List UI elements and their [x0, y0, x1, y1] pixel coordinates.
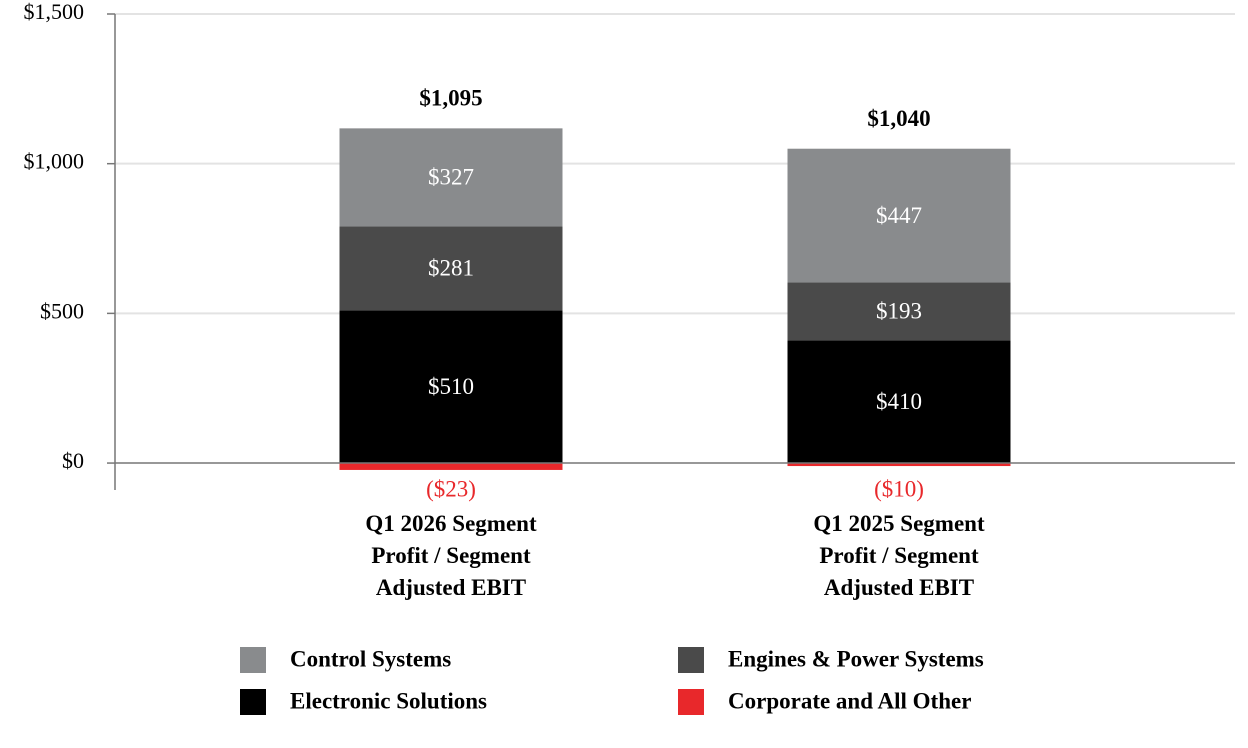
- value-label: ($10): [874, 476, 924, 501]
- y-tick-label: $500: [40, 298, 84, 323]
- bar-segment: [339, 463, 563, 470]
- value-label: $447: [876, 203, 922, 228]
- total-label: $1,040: [867, 106, 930, 131]
- value-label: $281: [428, 256, 474, 281]
- x-tick-label: Q1 2025 Segment Profit / Segment Adjuste…: [813, 511, 985, 600]
- bar-segment: [787, 282, 1011, 341]
- y-tick-label: $1,500: [24, 0, 85, 24]
- legend-swatch: [240, 647, 266, 673]
- value-label: $510: [428, 374, 474, 399]
- legend-label: Corporate and All Other: [728, 688, 971, 713]
- legend-swatch: [678, 647, 704, 673]
- value-label: $410: [876, 389, 922, 414]
- bar-segment: [339, 226, 563, 311]
- bar-segment: [787, 148, 1011, 283]
- bar-segment: [787, 340, 1011, 464]
- y-tick-label: $1,000: [24, 149, 85, 174]
- bar-segment: [787, 463, 1011, 467]
- value-label: $327: [428, 165, 474, 190]
- x-tick-label: Q1 2026 Segment Profit / Segment Adjuste…: [365, 511, 537, 600]
- value-label: ($23): [426, 476, 476, 501]
- legend-label: Engines & Power Systems: [728, 646, 984, 671]
- legend-swatch: [240, 689, 266, 715]
- y-tick-label: $0: [62, 448, 84, 473]
- legend-swatch: [678, 689, 704, 715]
- total-label: $1,095: [419, 86, 482, 111]
- bar-segment: [339, 128, 563, 227]
- legend-label: Control Systems: [290, 646, 451, 671]
- value-label: $193: [876, 299, 922, 324]
- legend-label: Electronic Solutions: [290, 688, 487, 713]
- bar-segment: [339, 310, 563, 464]
